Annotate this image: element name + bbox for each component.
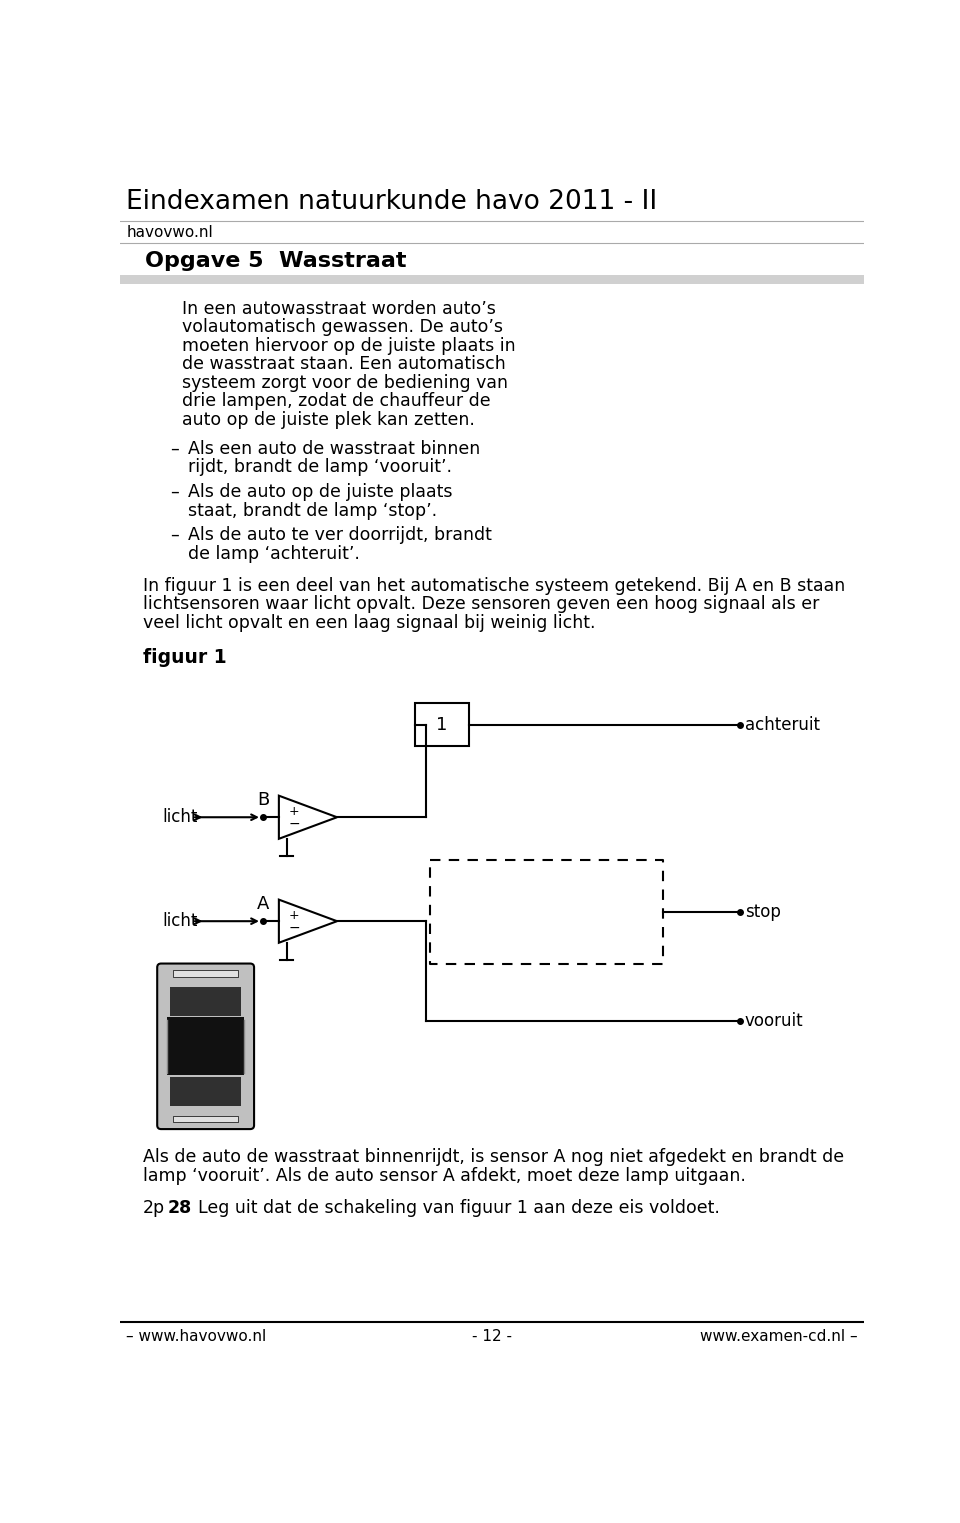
Bar xyxy=(174,1116,238,1122)
Text: –: – xyxy=(170,440,180,458)
Text: −: − xyxy=(289,920,300,934)
Text: - 12 -: - 12 - xyxy=(472,1328,512,1343)
Text: – www.havovwo.nl: – www.havovwo.nl xyxy=(126,1328,267,1343)
Text: licht: licht xyxy=(162,809,198,827)
Text: Leg uit dat de schakeling van figuur 1 aan deze eis voldoet.: Leg uit dat de schakeling van figuur 1 a… xyxy=(198,1199,719,1217)
Text: auto op de juiste plek kan zetten.: auto op de juiste plek kan zetten. xyxy=(182,411,475,428)
Text: licht: licht xyxy=(162,912,198,931)
Bar xyxy=(167,1017,244,1075)
Text: veel licht opvalt en een laag signaal bij weinig licht.: veel licht opvalt en een laag signaal bi… xyxy=(143,614,596,632)
Text: drie lampen, zodat de chauffeur de: drie lampen, zodat de chauffeur de xyxy=(182,393,491,410)
Bar xyxy=(170,987,241,1016)
Text: de lamp ‘achteruit’.: de lamp ‘achteruit’. xyxy=(188,545,360,562)
Polygon shape xyxy=(278,795,337,839)
Text: systeem zorgt voor de bediening van: systeem zorgt voor de bediening van xyxy=(182,373,508,391)
Text: Als een auto de wasstraat binnen: Als een auto de wasstraat binnen xyxy=(188,440,480,458)
Text: de wasstraat staan. Een automatisch: de wasstraat staan. Een automatisch xyxy=(182,355,506,373)
Text: Als de auto op de juiste plaats: Als de auto op de juiste plaats xyxy=(188,483,453,501)
Text: moeten hiervoor op de juiste plaats in: moeten hiervoor op de juiste plaats in xyxy=(182,337,516,355)
Text: In een autowasstraat worden auto’s: In een autowasstraat worden auto’s xyxy=(182,300,496,318)
Text: A: A xyxy=(257,896,270,914)
Text: +: + xyxy=(289,804,300,818)
Text: staat, brandt de lamp ‘stop’.: staat, brandt de lamp ‘stop’. xyxy=(188,501,438,519)
Text: lamp ‘vooruit’. Als de auto sensor A afdekt, moet deze lamp uitgaan.: lamp ‘vooruit’. Als de auto sensor A afd… xyxy=(143,1167,746,1185)
Text: +: + xyxy=(289,909,300,921)
Text: lichtsensoren waar licht opvalt. Deze sensoren geven een hoog signaal als er: lichtsensoren waar licht opvalt. Deze se… xyxy=(143,595,820,614)
Text: Eindexamen natuurkunde havo 2011 - II: Eindexamen natuurkunde havo 2011 - II xyxy=(126,189,658,215)
Text: vooruit: vooruit xyxy=(745,1013,804,1030)
Text: –: – xyxy=(170,525,180,544)
Text: Als de auto te ver doorrijdt, brandt: Als de auto te ver doorrijdt, brandt xyxy=(188,525,492,544)
Text: 1: 1 xyxy=(436,716,447,734)
Bar xyxy=(170,1077,241,1106)
Text: rijdt, brandt de lamp ‘vooruit’.: rijdt, brandt de lamp ‘vooruit’. xyxy=(188,458,452,477)
Text: 2p: 2p xyxy=(143,1199,165,1217)
Bar xyxy=(174,970,238,976)
Text: –: – xyxy=(170,483,180,501)
FancyBboxPatch shape xyxy=(157,964,254,1129)
Text: In figuur 1 is een deel van het automatische systeem getekend. Bij A en B staan: In figuur 1 is een deel van het automati… xyxy=(143,577,846,595)
Bar xyxy=(415,704,468,746)
Text: −: − xyxy=(289,816,300,830)
Text: B: B xyxy=(257,792,270,809)
Text: 28: 28 xyxy=(168,1199,192,1217)
Text: Als de auto de wasstraat binnenrijdt, is sensor A nog niet afgedekt en brandt de: Als de auto de wasstraat binnenrijdt, is… xyxy=(143,1148,845,1167)
Text: havovwo.nl: havovwo.nl xyxy=(126,225,213,241)
Polygon shape xyxy=(278,900,337,943)
Text: volautomatisch gewassen. De auto’s: volautomatisch gewassen. De auto’s xyxy=(182,318,503,337)
Text: achteruit: achteruit xyxy=(745,716,820,734)
Text: www.examen-cd.nl –: www.examen-cd.nl – xyxy=(700,1328,858,1343)
Text: stop: stop xyxy=(745,903,780,920)
Text: figuur 1: figuur 1 xyxy=(143,647,227,667)
Bar xyxy=(120,276,864,285)
Text: Opgave 5  Wasstraat: Opgave 5 Wasstraat xyxy=(145,250,406,271)
